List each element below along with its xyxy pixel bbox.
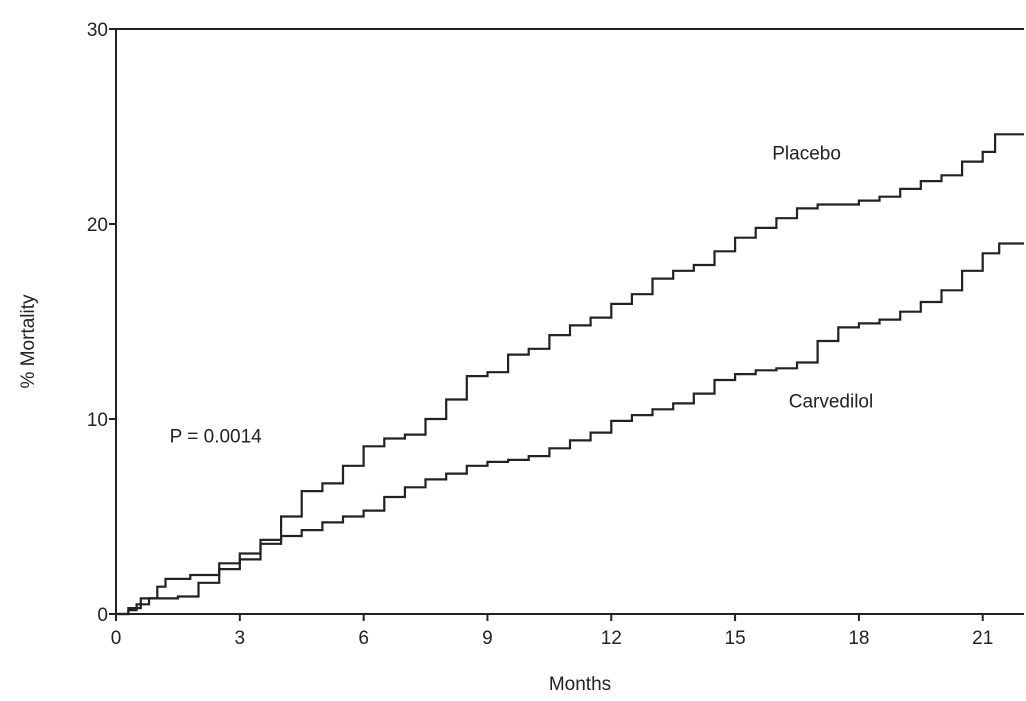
x-tick-label: 0 (111, 628, 122, 649)
x-tick-label: 15 (725, 628, 746, 649)
y-axis-label: % Mortality (18, 294, 39, 388)
y-tick-label: 30 (87, 20, 108, 41)
x-tick-label: 9 (482, 628, 493, 649)
series-label-placebo: Placebo (772, 144, 841, 165)
series-label-carvedilol: Carvedilol (789, 391, 873, 412)
p-value-annotation: P = 0.0014 (170, 426, 263, 447)
y-tick-label: 20 (87, 215, 108, 236)
chart-labels: Months % Mortality P = 0.0014 Placebo Ca… (18, 144, 873, 695)
x-tick-label: 18 (848, 628, 869, 649)
x-tick-label: 3 (235, 628, 246, 649)
series-line-carvedilol (116, 242, 1024, 616)
axis-ticks: 0 3 6 9 12 15 18 21 0 10 20 30 (87, 20, 993, 649)
x-tick-label: 21 (972, 628, 993, 649)
y-tick-label: 0 (97, 605, 108, 626)
x-tick-label: 6 (358, 628, 369, 649)
chart-frame (115, 28, 1024, 615)
series-lines (116, 133, 1024, 616)
x-axis-label: Months (549, 674, 611, 695)
x-tick-label: 12 (601, 628, 622, 649)
y-tick-label: 10 (87, 410, 108, 431)
series-line-placebo (116, 133, 1024, 616)
